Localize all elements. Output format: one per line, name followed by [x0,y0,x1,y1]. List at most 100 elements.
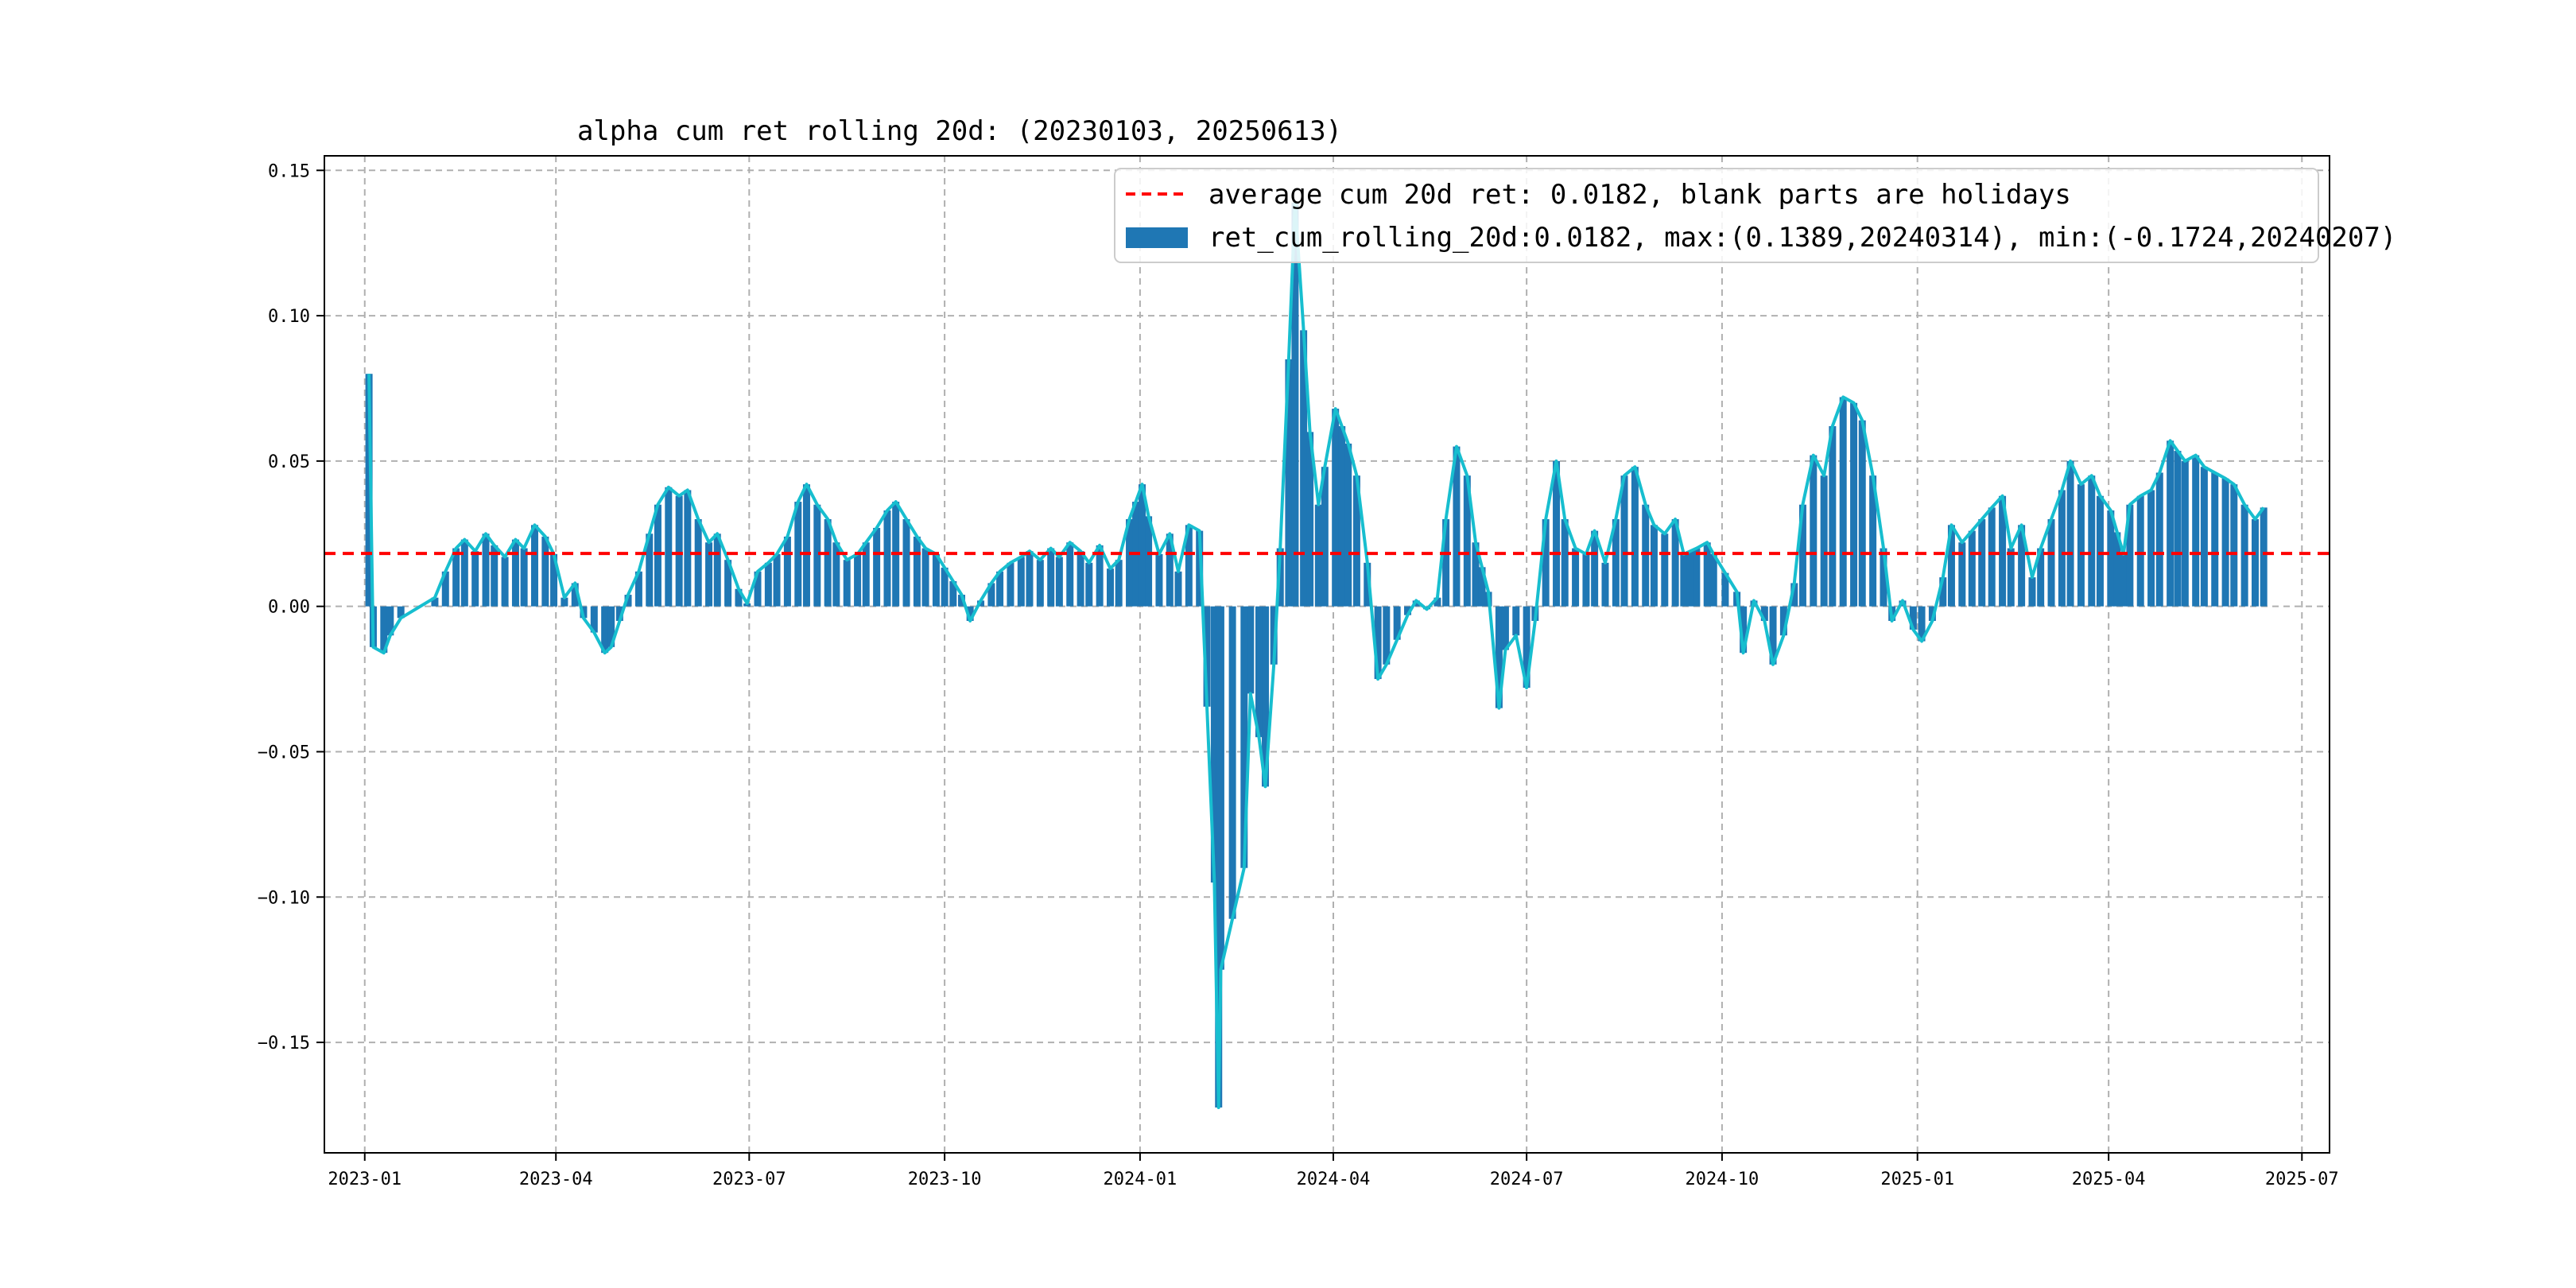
bar [2230,484,2238,607]
bar [1036,560,1044,607]
bar [1542,518,1550,607]
bar [2047,518,2055,607]
bar [1642,504,1650,607]
bar-series [365,202,2268,1108]
bar [883,510,891,607]
bar [1096,545,1104,607]
bar [1077,551,1084,607]
bar [794,502,802,607]
x-tick-label: 2025-01 [1880,1170,1954,1189]
bar [1047,548,1055,607]
bar [1300,330,1308,607]
bar [482,533,490,607]
bar [2240,504,2248,607]
bar [1790,583,1798,607]
bar [1978,518,1986,607]
bar [2221,478,2229,607]
y-tick-label: 0.00 [268,598,310,618]
bar [530,525,538,607]
y-tick-label: 0.15 [268,161,310,181]
bar [1210,606,1218,883]
bar [1523,606,1530,689]
bar [1085,562,1093,607]
y-tick-label: −0.15 [258,1034,310,1053]
bar [1661,533,1669,607]
bar [1106,568,1114,607]
bar [2028,577,2036,607]
x-axis: 2023-01 2023-04 2023-07 2023-10 2024-01 2024-… [328,1153,2339,1189]
bar [1703,542,1711,607]
bar [607,606,615,647]
x-tick-label: 2023-04 [519,1170,593,1189]
bar [1174,571,1182,607]
bar [2018,525,2026,607]
bar [2181,460,2189,607]
bar [1709,553,1717,607]
bar [957,595,965,607]
bar [1017,557,1025,607]
bar [783,536,791,607]
bar [1798,504,1806,607]
bar [1055,557,1063,607]
bar [2260,507,2268,607]
bar [1829,426,1837,607]
bar [1240,606,1248,868]
bar [1404,606,1412,615]
bar [471,551,479,607]
bar [1686,551,1694,607]
bar [2113,532,2121,607]
bar [1501,606,1509,650]
bar [2066,460,2074,607]
bar [1306,432,1314,607]
bar [2200,467,2208,607]
series-line [367,200,2265,1109]
bar [561,597,568,607]
bar [2120,553,2128,607]
bar [724,560,732,607]
bar [813,504,821,607]
bar [1693,548,1701,607]
bar [1947,525,1955,607]
bar [802,484,810,607]
bar [1671,518,1679,607]
bar [2007,548,2015,607]
bar [1285,359,1293,607]
y-tick-label: 0.10 [268,307,310,327]
bar [1512,606,1520,636]
bar [634,571,642,607]
bar [1553,460,1561,607]
bar [1196,530,1204,607]
bar [1680,553,1688,607]
line-series [367,200,2265,1109]
y-tick-label: −0.05 [258,743,310,762]
bar [2147,490,2155,607]
bar [1216,606,1224,970]
bar [2088,475,2096,607]
bar [550,553,558,607]
bar [541,536,549,607]
bar [949,580,957,607]
bar [380,606,388,654]
bar [624,595,632,607]
bar [1909,606,1917,630]
bar [713,533,721,607]
bar [431,597,439,607]
bar [843,560,851,607]
y-axis: −0.15 −0.10 −0.05 0.00 0.05 0.10 0.15 [258,161,324,1053]
bar [764,562,772,607]
bar [1939,577,1947,607]
bar [1650,525,1658,607]
x-tick-label: 2024-01 [1104,1170,1177,1189]
x-tick-label: 2024-10 [1686,1170,1759,1189]
bar [1185,525,1193,607]
bar [1760,606,1768,621]
bar [1155,553,1163,607]
bar [1203,606,1211,707]
bar [452,548,460,607]
bar [2136,495,2144,607]
bar [1321,467,1329,607]
bar [1820,475,1828,607]
bar [2126,504,2134,607]
bar [932,553,940,607]
